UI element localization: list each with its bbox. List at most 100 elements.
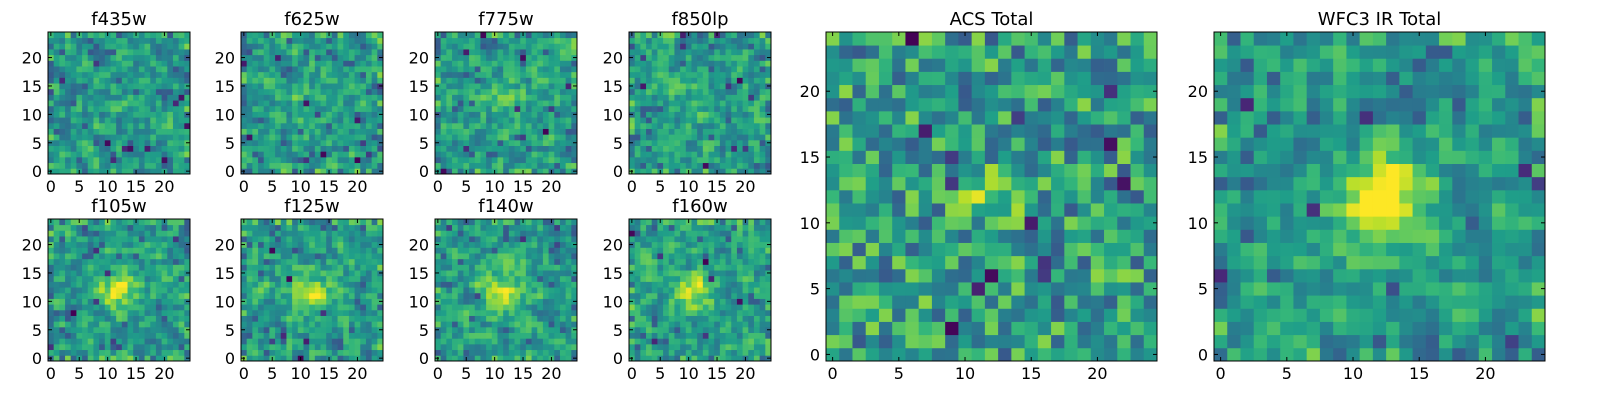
heatmap-cell — [559, 83, 567, 90]
heatmap-cell — [571, 162, 578, 169]
heatmap-cell — [736, 105, 743, 112]
heatmap-cell — [435, 315, 442, 322]
heatmap-cell — [702, 355, 709, 362]
heatmap-cell — [263, 332, 270, 339]
heatmap-cell — [691, 343, 698, 351]
heatmap-cell — [469, 66, 476, 73]
heatmap-cell — [731, 100, 738, 107]
heatmap-cell — [354, 321, 361, 328]
heatmap-cell — [354, 117, 361, 124]
heatmap-cell — [377, 321, 384, 328]
heatmap-cell — [520, 83, 527, 90]
heatmap-cell — [337, 117, 344, 124]
heatmap-cell — [486, 32, 493, 39]
heatmap-cell — [354, 43, 361, 50]
heatmap-cell — [463, 43, 470, 50]
heatmap-cell — [292, 247, 299, 254]
heatmap-cell — [371, 247, 378, 254]
heatmap-cell — [554, 100, 561, 107]
heatmap-cell — [82, 122, 89, 129]
heatmap-cell — [759, 37, 766, 44]
heatmap-cell — [82, 321, 89, 328]
heatmap-cell — [155, 49, 162, 56]
heatmap-cell — [742, 338, 749, 345]
heatmap-cell — [525, 236, 532, 243]
heatmap-cell — [241, 338, 248, 345]
heatmap-cell — [269, 60, 276, 67]
panel-title: f140w — [478, 196, 533, 217]
x-tick-label: 5 — [74, 364, 84, 383]
heatmap-cell — [731, 275, 738, 282]
heatmap-cell — [104, 105, 111, 112]
heatmap-cell — [87, 139, 94, 146]
heatmap-cell — [514, 236, 521, 243]
heatmap-cell — [292, 83, 299, 90]
heatmap-cell — [155, 43, 162, 50]
heatmap-cell — [708, 281, 715, 288]
heatmap-cell — [508, 43, 515, 50]
heatmap-cell — [651, 77, 658, 84]
heatmap-cell — [440, 43, 447, 50]
heatmap-cell — [469, 43, 476, 50]
heatmap-cell — [280, 151, 287, 158]
heatmap-cell — [719, 71, 726, 78]
heatmap-cell — [309, 66, 316, 73]
heatmap-cell — [309, 32, 316, 39]
heatmap-cell — [531, 43, 538, 50]
heatmap-cell — [486, 105, 493, 112]
heatmap-cell — [702, 77, 709, 84]
heatmap-cell — [59, 117, 66, 124]
heatmap-cell — [491, 122, 498, 129]
heatmap-cell — [714, 151, 721, 158]
heatmap-cell — [714, 139, 721, 146]
heatmap-cell — [297, 253, 304, 260]
heatmap-cell — [503, 77, 510, 84]
heatmap-cell — [127, 253, 134, 260]
heatmap-cell — [93, 230, 100, 237]
heatmap-cell — [184, 100, 191, 107]
heatmap-cell — [167, 77, 174, 84]
heatmap-cell — [360, 343, 367, 351]
heatmap-cell — [503, 60, 510, 67]
heatmap-cell — [65, 321, 72, 328]
heatmap-cell — [337, 43, 344, 50]
heatmap-cell — [246, 43, 253, 50]
heatmap-cell — [554, 122, 561, 129]
heatmap-cell — [280, 100, 287, 107]
heatmap-cell — [463, 60, 470, 67]
heatmap-cell — [435, 43, 442, 50]
heatmap-cell — [486, 281, 493, 288]
heatmap-cell — [486, 326, 493, 333]
heatmap-cell — [133, 321, 140, 328]
heatmap-cell — [520, 315, 527, 322]
heatmap-cell — [184, 247, 191, 254]
heatmap-cell — [691, 32, 698, 39]
heatmap-cell — [246, 105, 253, 112]
heatmap-cell — [486, 343, 493, 351]
heatmap-cell — [457, 162, 464, 169]
heatmap-cell — [110, 168, 117, 175]
heatmap-cell — [263, 355, 270, 362]
heatmap-cell — [565, 236, 572, 243]
heatmap-cell — [303, 100, 310, 107]
heatmap-cell — [269, 88, 276, 95]
heatmap-cell — [565, 241, 572, 248]
heatmap-cell — [303, 219, 310, 226]
heatmap-cell — [155, 298, 162, 305]
heatmap-cell — [525, 326, 532, 333]
heatmap-cell — [326, 134, 333, 141]
heatmap-cell — [514, 292, 521, 299]
heatmap-cell — [520, 66, 527, 73]
heatmap-cell — [82, 281, 89, 288]
heatmap-cell — [565, 338, 572, 345]
heatmap-cell — [469, 54, 476, 61]
heatmap-cell — [280, 275, 287, 282]
heatmap-cell — [725, 304, 732, 311]
heatmap-cell — [657, 326, 664, 333]
heatmap-cell — [480, 236, 487, 243]
heatmap-cell — [565, 275, 572, 282]
heatmap-cell — [765, 128, 772, 135]
heatmap-cell — [275, 343, 282, 351]
heatmap-cell — [104, 270, 111, 277]
